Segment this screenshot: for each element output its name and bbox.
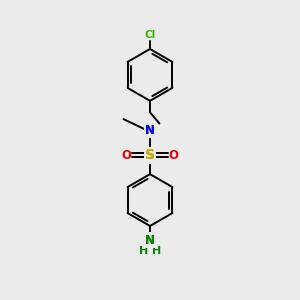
Text: O: O <box>122 149 131 162</box>
Text: N: N <box>145 124 155 137</box>
Text: N: N <box>145 234 155 247</box>
Text: N: N <box>145 124 155 137</box>
Text: S: S <box>145 148 155 162</box>
Text: H: H <box>139 246 148 256</box>
Text: Cl: Cl <box>144 30 156 40</box>
Text: H: H <box>152 246 161 256</box>
Text: S: S <box>145 148 155 162</box>
Text: N: N <box>145 234 155 247</box>
Text: N: N <box>145 124 155 137</box>
Text: O: O <box>169 149 178 162</box>
